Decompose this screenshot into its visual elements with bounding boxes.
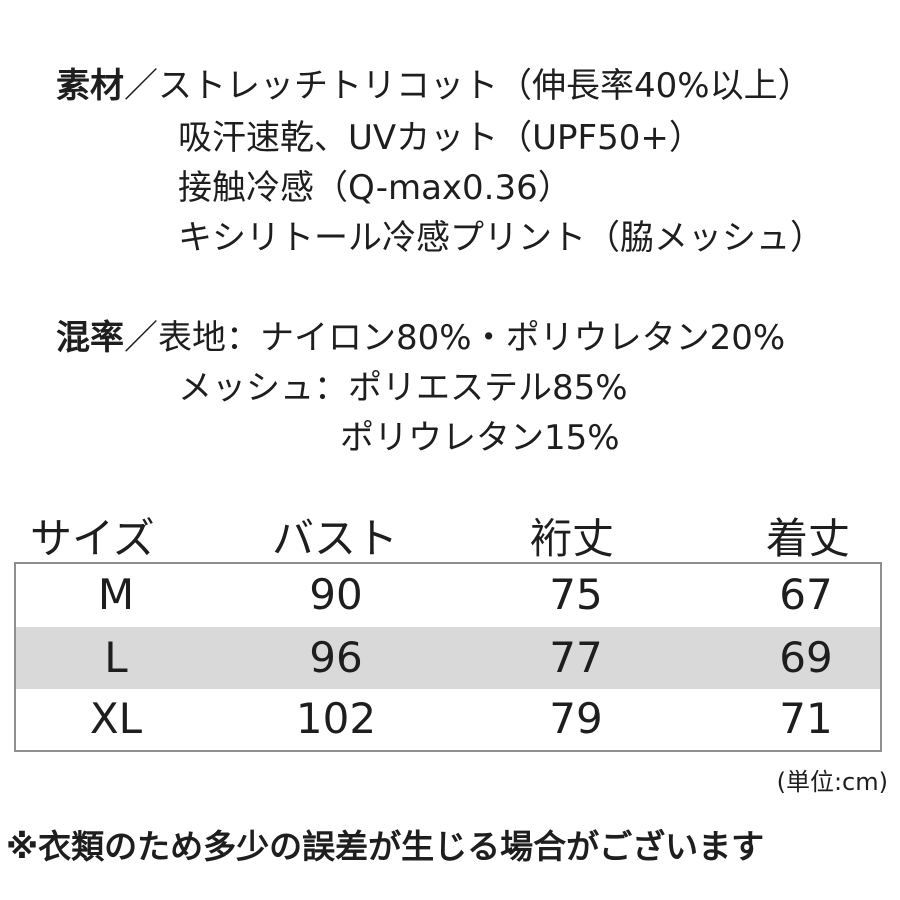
material-line-1: 素材／ストレッチトリコット（伸長率40%以上） xyxy=(56,66,812,106)
cell-bust: 102 xyxy=(295,694,377,743)
size-table: M 90 75 67 L 96 77 69 XL 102 79 71 xyxy=(14,562,882,752)
cell-length: 71 xyxy=(779,694,833,743)
composition-line-1: 混率／表地：ナイロン80%・ポリウレタン20% xyxy=(56,318,785,358)
cell-length: 67 xyxy=(779,570,833,619)
table-row-xl: XL 102 79 71 xyxy=(16,688,880,750)
header-length: 着丈 xyxy=(766,514,851,563)
header-sleeve: 裄丈 xyxy=(530,514,615,563)
composition-line-3: ポリウレタン15% xyxy=(340,418,620,458)
size-table-header: サイズ バスト 裄丈 着丈 xyxy=(0,505,900,563)
cell-size: M xyxy=(97,570,135,619)
disclaimer: ※衣類のため多少の誤差が生じる場合がございます xyxy=(6,827,765,866)
cell-bust: 96 xyxy=(309,633,363,682)
composition-line-2: メッシュ：ポリエステル85% xyxy=(178,368,628,408)
composition-label: 混率 xyxy=(56,318,124,358)
cell-bust: 90 xyxy=(309,570,363,619)
material-line-3: 接触冷感（Q-max0.36） xyxy=(178,168,572,208)
cell-sleeve: 79 xyxy=(549,694,603,743)
material-label: 素材 xyxy=(56,66,124,106)
unit-note: (単位:cm) xyxy=(776,768,888,796)
cell-length: 69 xyxy=(779,633,833,682)
table-row-m: M 90 75 67 xyxy=(16,564,880,626)
table-row-l: L 96 77 69 xyxy=(16,627,880,689)
header-bust: バスト xyxy=(272,514,399,563)
material-text-1: ／ストレッチトリコット（伸長率40%以上） xyxy=(124,66,812,106)
header-size: サイズ xyxy=(30,514,155,563)
material-line-2: 吸汗速乾、UVカット（UPF50+） xyxy=(178,118,703,158)
cell-sleeve: 77 xyxy=(549,633,603,682)
cell-sleeve: 75 xyxy=(549,570,603,619)
cell-size: L xyxy=(104,633,128,682)
material-line-4: キシリトール冷感プリント（脇メッシュ） xyxy=(178,218,824,258)
composition-text-1: ／表地：ナイロン80%・ポリウレタン20% xyxy=(124,318,786,358)
cell-size: XL xyxy=(89,694,143,743)
